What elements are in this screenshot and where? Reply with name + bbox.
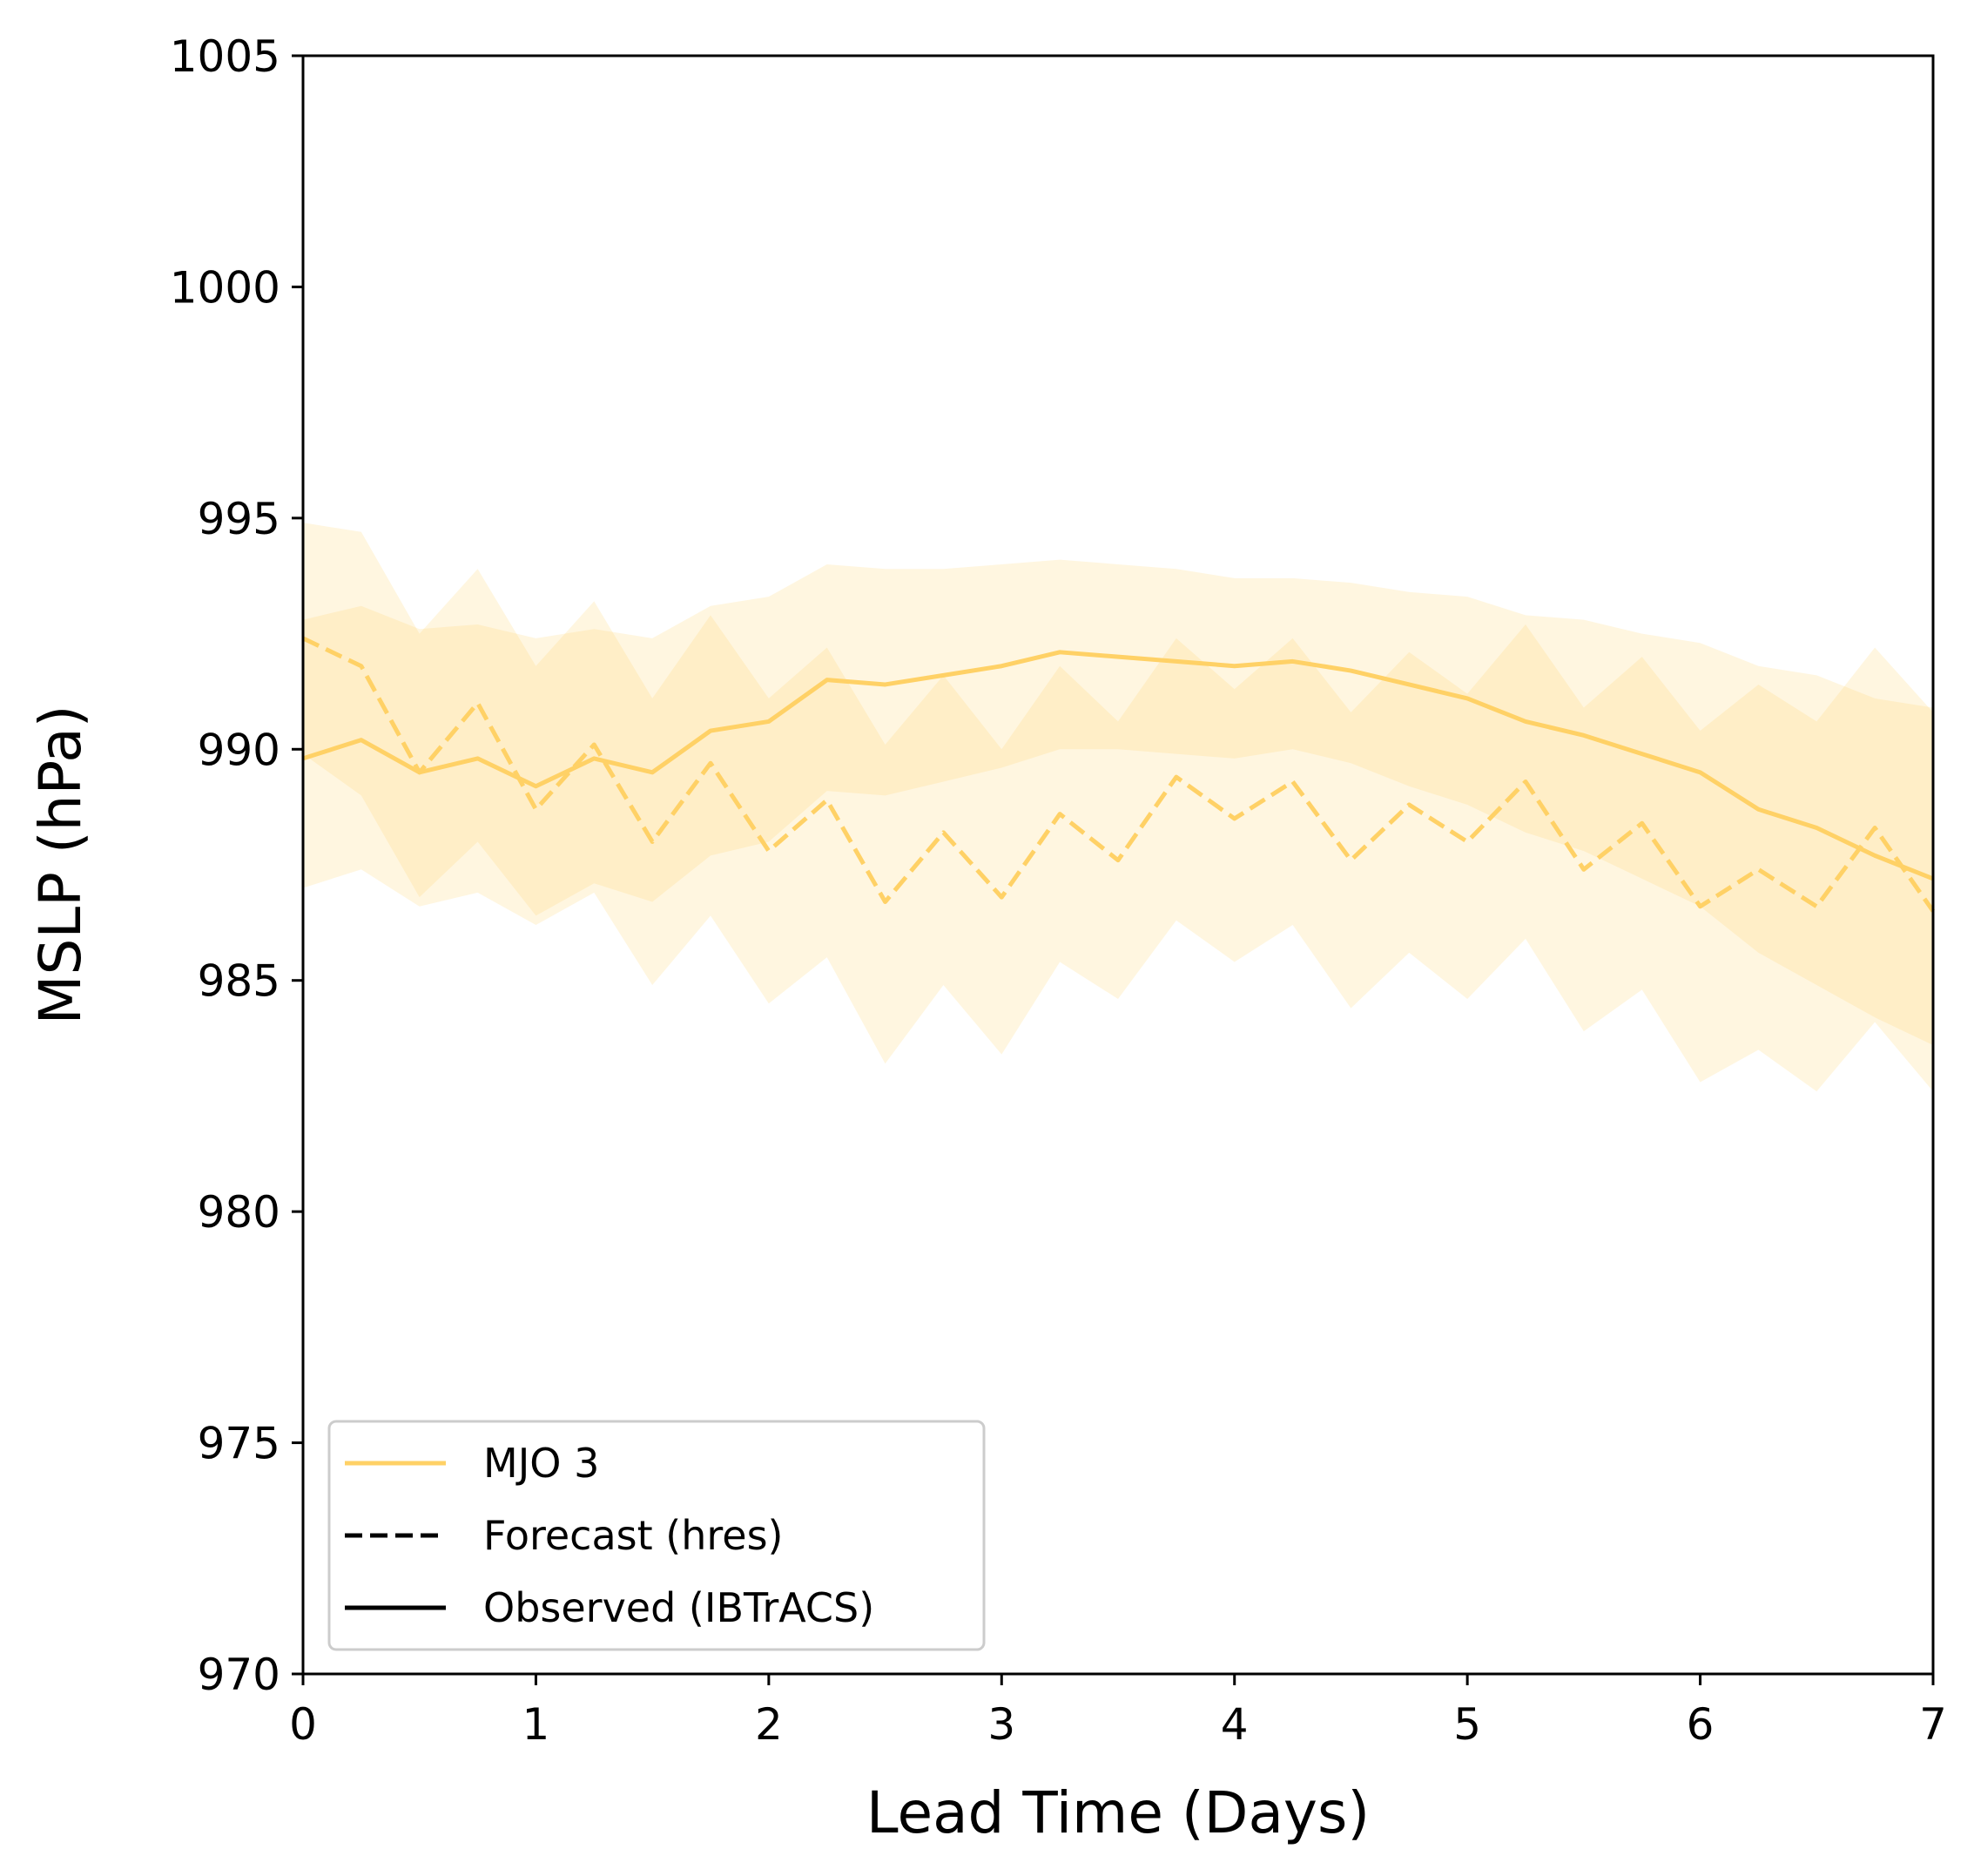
legend-label: MJO 3 [483, 1440, 599, 1487]
y-axis-label: MSLP (hPa) [27, 705, 94, 1025]
legend-label: Forecast (hres) [483, 1512, 783, 1559]
x-tick-label: 5 [1453, 1699, 1481, 1750]
y-tick-label: 970 [198, 1650, 280, 1700]
x-tick-label: 6 [1687, 1699, 1715, 1750]
series-lines [301, 636, 1936, 913]
legend: MJO 3 Forecast (hres) Observed (IBTrACS) [327, 1420, 986, 1651]
y-tick-label: 990 [198, 725, 280, 775]
series-line-solid [302, 650, 1934, 881]
x-axis-label: Lead Time (Days) [866, 1779, 1370, 1846]
x-axis: 0 1 2 3 4 5 6 7 [289, 1674, 1947, 1750]
legend-box [327, 1420, 986, 1651]
y-tick-label: 975 [198, 1419, 280, 1469]
y-axis: 970 975 980 985 990 995 1000 1005 [170, 31, 303, 1700]
band-inner [303, 559, 1933, 1046]
plot-frame [301, 54, 1935, 1676]
band-outer [303, 523, 1933, 1092]
x-tick-label: 4 [1221, 1699, 1249, 1750]
y-tick-label: 1005 [170, 31, 280, 82]
series-line-dashed [301, 636, 1936, 913]
legend-label: Observed (IBTrACS) [483, 1584, 874, 1631]
y-tick-label: 980 [198, 1187, 280, 1238]
x-tick-label: 2 [755, 1699, 783, 1750]
y-tick-label: 1000 [170, 262, 280, 313]
x-tick-label: 1 [522, 1699, 550, 1750]
y-tick-label: 995 [198, 494, 280, 544]
x-tick-label: 0 [289, 1699, 317, 1750]
x-tick-label: 7 [1919, 1699, 1947, 1750]
x-tick-label: 3 [987, 1699, 1015, 1750]
y-tick-label: 985 [198, 956, 280, 1007]
confidence-bands [303, 523, 1933, 1092]
